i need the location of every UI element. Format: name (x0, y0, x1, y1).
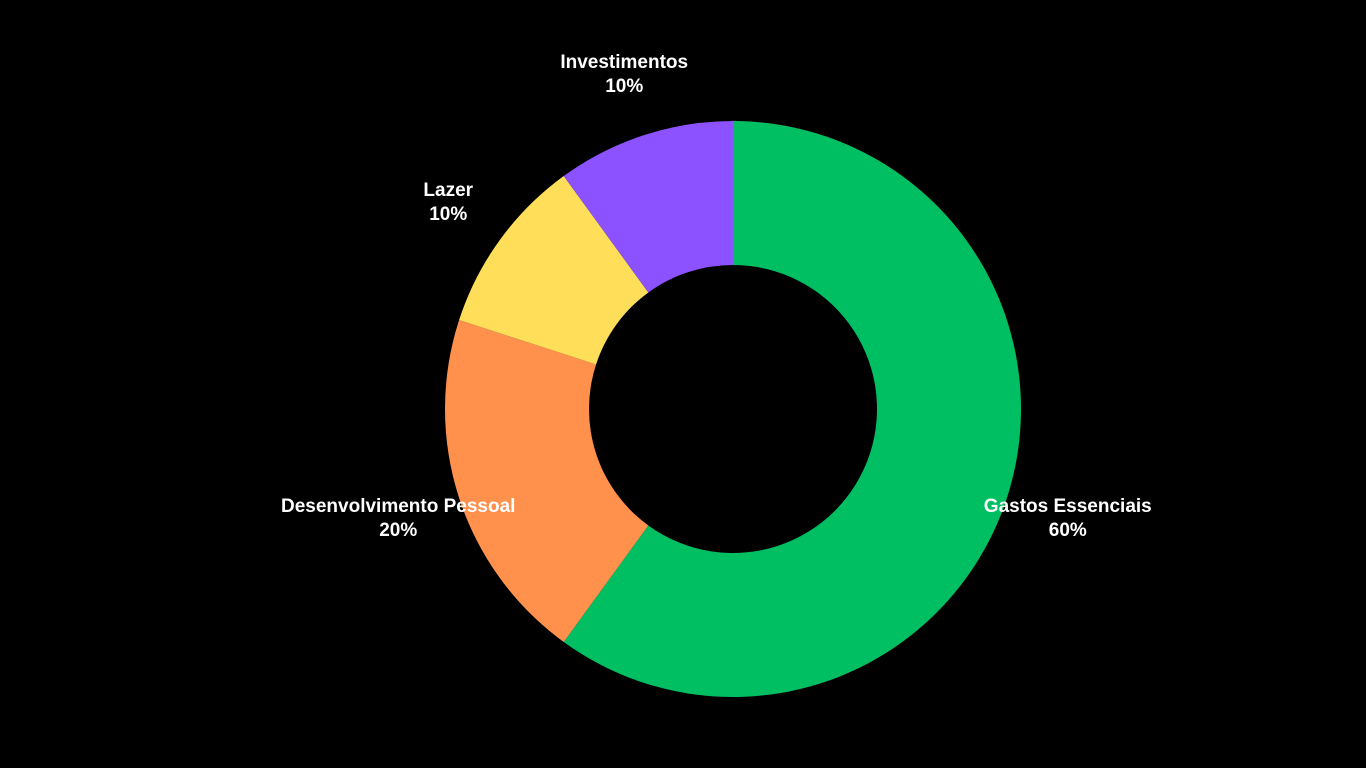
slice-label-gastos-essenciais: Gastos Essenciais 60% (984, 496, 1152, 541)
slices-layer (445, 120, 1021, 698)
slice-value-label: 20% (379, 520, 417, 541)
slice-name-label: Desenvolvimento Pessoal (281, 496, 515, 517)
slice-value-label: 10% (605, 76, 643, 97)
slice-label-investimentos: Investimentos 10% (560, 52, 688, 97)
slice-name-label: Gastos Essenciais (984, 496, 1152, 517)
labels-layer: Gastos Essenciais 60% Desenvolvimento Pess… (281, 52, 1152, 541)
slice-label-lazer: Lazer 10% (423, 180, 473, 225)
slice-investimentos (563, 120, 733, 293)
slice-gastos-essenciais (563, 121, 1021, 698)
slice-desenvolvimento-pessoal (445, 320, 649, 642)
slice-name-label: Investimentos (560, 52, 688, 73)
slice-lazer (459, 176, 649, 365)
slice-value-label: 60% (1049, 520, 1087, 541)
slice-value-label: 10% (429, 204, 467, 225)
slice-label-desenvolvimento-pessoal: Desenvolvimento Pessoal 20% (281, 496, 515, 541)
slice-name-label: Lazer (423, 180, 473, 201)
